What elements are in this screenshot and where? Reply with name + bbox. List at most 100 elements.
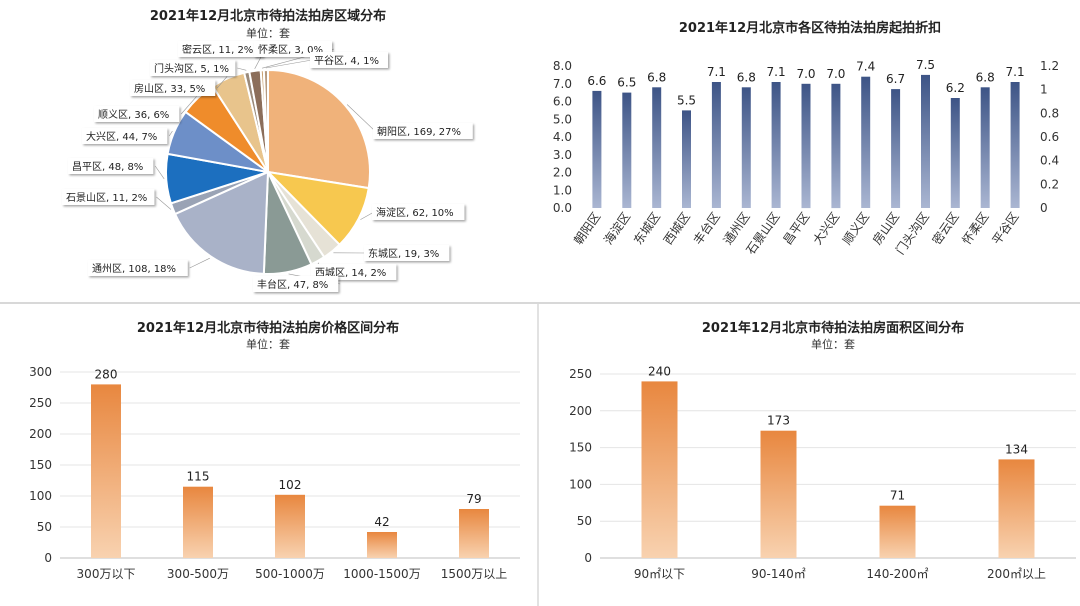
price-ytick-0: 0 [44,551,52,565]
discount-ytick-3: 3.0 [553,148,572,162]
price-ytick-5: 250 [29,396,52,410]
price-bar-2 [275,494,305,558]
pie-leader-11 [237,67,247,71]
discount-category-7: 昌平区 [780,210,812,248]
discount-ytick-8: 8.0 [553,59,572,73]
discount-value-12: 6.2 [946,81,965,95]
discount-y2tick-6: 1.2 [1040,59,1059,73]
price-value-4: 79 [466,492,481,506]
price-value-1: 115 [187,470,210,484]
pie-leader-14 [265,59,313,69]
pie-label-box-10 [130,80,216,96]
area-ytick-0: 0 [584,551,592,565]
pie-label-box-14 [310,52,388,68]
discount-bar-11 [921,74,930,209]
discount-value-14: 7.1 [1006,65,1025,79]
area-value-1: 173 [767,414,790,428]
discount-bar-9 [861,76,871,208]
discount-y2tick-3: 0.6 [1040,130,1059,144]
price-axes: 0 50 100 150 200 250 300 300万以下 300-500万 500-1000… [29,365,520,581]
price-category-1: 300-500万 [167,567,229,581]
pie-unit: 单位：套 [246,26,290,40]
price-ytick-6: 300 [29,365,52,379]
pie-leader-10 [216,76,228,89]
pie-label-0: 朝阳区, 169, 27% [377,126,461,138]
price-unit: 单位：套 [246,337,290,351]
discount-bar-chart: 2021年12月北京市各区待拍法拍房起拍折扣 0.0 1.0 2.0 3.0 4.0 5.… [553,20,1059,257]
area-unit: 单位：套 [811,337,855,351]
area-bar-1 [760,430,797,558]
discount-category-3: 西城区 [661,210,693,248]
pie-label-box-12 [178,41,264,57]
pie-slice-5 [173,170,270,275]
area-category-1: 90-140㎡ [751,567,806,581]
discount-category-14: 平谷区 [989,210,1021,248]
area-bar-panel: 2021年12月北京市待拍法拍房面积区间分布 单位：套 0 50 100 150 200… [540,306,1080,606]
pie-label-box-8 [82,128,168,144]
pie-label-box-6 [62,189,155,205]
price-ytick-2: 100 [29,489,52,503]
discount-bars: 6.6 6.5 6.8 5.5 7.1 6.8 7.1 7.0 7.0 7.4 6.7 7.5 6.2 6… [587,58,1025,209]
discount-y2tick-0: 0 [1040,201,1048,215]
discount-bar-10 [891,89,901,208]
pie-slice-0 [267,68,371,190]
pie-label-12: 密云区, 11, 2% [182,43,253,56]
discount-ytick-1: 1.0 [553,183,572,197]
discount-value-9: 7.4 [856,60,875,74]
discount-category-13: 怀柔区 [960,210,992,248]
pie-label-14: 平谷区, 4, 1% [314,55,379,67]
price-bars: 280 115 102 42 79 [91,367,489,558]
area-ytick-1: 50 [577,514,592,528]
region-pie-chart: 2021年12月北京市待拍法拍房区域分布 单位：套 朝阳区, 169, 27% 海… [62,8,473,292]
price-value-2: 102 [279,478,302,492]
price-ytick-4: 200 [29,427,52,441]
pie-leader-0 [346,104,376,132]
pie-slice-14 [262,68,269,173]
area-axes: 0 50 100 150 200 250 90㎡以下 90-140㎡ 140-200㎡ 200㎡以… [569,367,1076,581]
discount-ytick-6: 6.0 [553,95,572,109]
discount-value-3: 5.5 [677,93,696,107]
discount-category-2: 东城区 [631,210,663,248]
discount-value-13: 6.8 [976,70,995,84]
price-bar-4 [459,509,489,558]
pie-label-9: 顺义区, 36, 6% [98,109,169,121]
area-title: 2021年12月北京市待拍法拍房面积区间分布 [702,320,964,336]
discount-value-5: 6.8 [737,70,756,84]
pie-label-4: 丰台区, 47, 8% [257,278,328,291]
discount-value-6: 7.1 [767,65,786,79]
discount-bar-5 [741,87,751,208]
price-bar-3 [367,532,397,558]
discount-bar-2 [652,87,662,208]
discount-ytick-4: 4.0 [553,130,572,144]
price-bar-panel: 2021年12月北京市待拍法拍房价格区间分布 单位：套 0 50 100 150 200… [0,306,535,606]
area-ytick-4: 200 [569,404,592,418]
price-value-0: 280 [95,367,118,381]
discount-bar-8 [831,83,841,209]
discount-value-4: 7.1 [707,65,726,79]
discount-ytick-2: 2.0 [553,166,572,180]
pie-leader-9 [180,96,197,115]
pie-label-box-2 [364,245,450,261]
pie-label-8: 大兴区, 44, 7% [86,130,157,143]
pie-leader-6 [156,196,172,210]
price-ytick-1: 50 [37,520,52,534]
pie-label-11: 门头沟区, 5, 1% [154,62,229,75]
pie-labels: 朝阳区, 169, 27%海淀区, 62, 10%东城区, 19, 3%西城区,… [62,41,473,292]
discount-category-9: 顺义区 [840,210,872,248]
price-category-3: 1000-1500万 [343,567,420,581]
discount-bar-1 [622,92,632,208]
area-ytick-2: 100 [569,477,592,491]
pie-label-box-0 [373,123,473,139]
discount-value-11: 7.5 [916,58,935,72]
area-bar-0 [641,381,678,558]
price-value-3: 42 [374,515,389,529]
price-bar-chart: 2021年12月北京市待拍法拍房价格区间分布 单位：套 0 50 100 150 200… [29,320,520,581]
discount-bar-12 [950,98,960,208]
pie-label-10: 房山区, 33, 5% [134,82,205,95]
area-bars: 240 173 71 134 [641,364,1035,558]
area-value-2: 71 [890,489,905,503]
region-pie-panel: 2021年12月北京市待拍法拍房区域分布 单位：套 朝阳区, 169, 27% 海… [0,0,535,300]
area-value-3: 134 [1005,442,1028,456]
discount-bar-3 [682,110,691,208]
discount-bar-0 [592,90,602,208]
